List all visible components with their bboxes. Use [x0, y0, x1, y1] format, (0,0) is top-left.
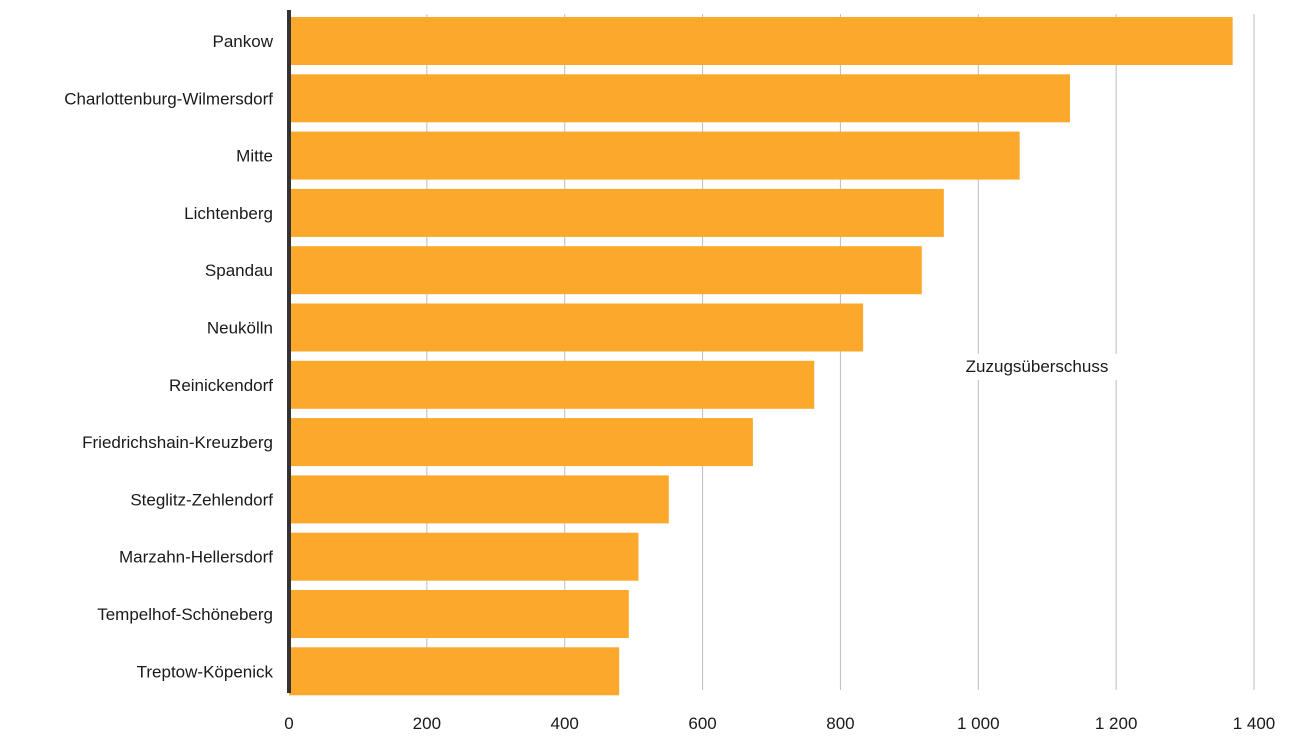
bar: [289, 418, 753, 467]
bar: [289, 532, 639, 581]
category-label: Steglitz-Zehlendorf: [130, 490, 273, 509]
bar: [289, 74, 1070, 123]
x-tick-label: 0: [284, 714, 293, 733]
bar: [289, 360, 815, 409]
bar: [289, 647, 620, 696]
category-label: Tempelhof-Schöneberg: [97, 605, 273, 624]
category-label: Lichtenberg: [184, 204, 273, 223]
category-label: Friedrichshain-Kreuzberg: [82, 433, 273, 452]
grid-lines: [426, 14, 1255, 690]
category-labels: Pankow Charlottenburg-Wilmersdorf Mitte Lic…: [64, 32, 274, 681]
category-label: Spandau: [205, 261, 273, 280]
category-label: Charlottenburg-Wilmersdorf: [64, 89, 273, 108]
bar: [289, 17, 1233, 65]
bar: [289, 590, 629, 638]
x-tick-label: 1 200: [1095, 714, 1138, 733]
category-label: Neukölln: [207, 319, 273, 338]
bar: [289, 246, 922, 295]
x-tick-label: 600: [688, 714, 716, 733]
bar: [289, 188, 944, 237]
x-tick-label: 400: [551, 714, 579, 733]
category-label: Pankow: [213, 32, 274, 51]
bars: [289, 17, 1233, 696]
series-label: Zuzugsüberschuss: [966, 357, 1109, 376]
x-tick-labels: 0 200 400 600 800 1 000 1 200 1 400: [284, 714, 1275, 733]
bar: [289, 303, 864, 352]
category-label: Reinickendorf: [169, 376, 273, 395]
bar: [289, 475, 669, 524]
category-label: Treptow-Köpenick: [137, 662, 274, 681]
x-tick-label: 200: [413, 714, 441, 733]
x-tick-label: 1 400: [1233, 714, 1276, 733]
series-label-background: [942, 354, 1132, 380]
category-label: Marzahn-Hellersdorf: [119, 548, 273, 567]
bar: [289, 131, 1020, 180]
category-label: Mitte: [236, 147, 273, 166]
x-tick-label: 800: [826, 714, 854, 733]
x-tick-label: 1 000: [957, 714, 1000, 733]
